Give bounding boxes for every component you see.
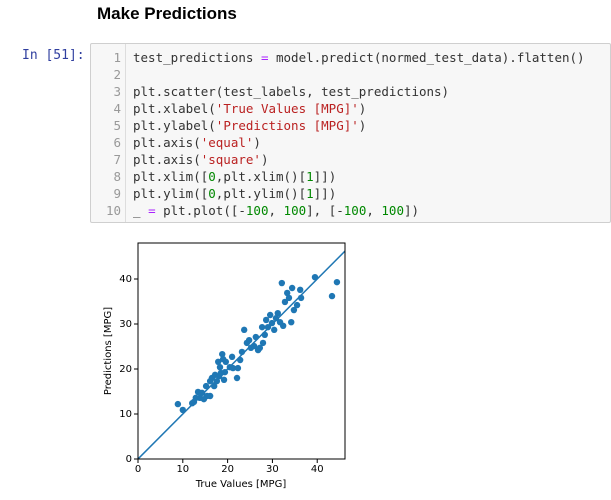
point [174,400,182,408]
line-number: 9 [113,186,121,201]
point [278,279,286,287]
code-line: test_predictions = model.predict(normed_… [133,50,585,65]
point [228,353,236,361]
x-axis-label: True Values [MPG] [195,479,287,490]
y-tick-label: 20 [119,364,132,375]
x-tick-label: 0 [135,464,141,475]
y-tick-label: 40 [119,274,132,285]
point [259,339,267,347]
point [206,392,214,400]
point [234,364,242,372]
point [290,306,298,314]
code-line: plt.ylim([0,plt.ylim()[1]]) [133,186,337,201]
point [288,319,295,326]
point [262,316,270,324]
point [284,289,291,297]
line-number: 6 [113,135,121,150]
code-line: plt.ylabel('Predictions [MPG]') [133,118,367,133]
x-tick-label: 20 [221,464,234,475]
line [138,250,345,459]
line-number: 5 [113,118,121,133]
plot-area [138,250,345,459]
y-tick-label: 0 [126,454,132,465]
point [220,376,228,383]
point [293,301,301,309]
cell-prompt: In [51]: [22,48,85,63]
code-cell[interactable]: 1 2 3 4 5 6 7 8 9 10 test_predictions = model.pred… [90,43,611,223]
point [233,374,241,382]
point [256,344,264,352]
point [216,364,224,371]
point [296,286,304,293]
code-line: _ = plt.plot([-100, 100], [-100, 100]) [133,203,420,218]
line-number: 8 [113,169,121,184]
code-line: plt.xlabel('True Values [MPG]') [133,101,367,116]
heading: Make Predictions [97,4,237,23]
point [266,311,274,319]
point [222,358,230,365]
point [198,389,206,397]
point [258,323,266,331]
gutter: 1 2 3 4 5 6 7 8 9 10 [91,44,126,222]
point [240,326,248,334]
line-number: 2 [113,67,121,82]
point [268,319,276,327]
point [285,294,293,302]
code-line: plt.xlim([0,plt.xlim()[1]]) [133,169,337,184]
x-tick-label: 10 [176,464,189,475]
x-tick-label: 40 [311,464,324,475]
line-number: 3 [113,84,121,99]
code-line: plt.axis('square') [133,152,269,167]
line-number: 1 [113,50,121,65]
point [215,358,222,365]
point [213,377,221,385]
point [328,292,336,300]
y-axis-label: Predictions [MPG] [103,307,114,395]
point [264,323,272,331]
line-number: 7 [113,152,121,167]
point [202,382,210,390]
line-number: 10 [105,203,121,218]
code-line: plt.scatter(test_labels, test_prediction… [133,84,450,99]
point [274,310,281,317]
code-line: plt.axis('equal') [133,135,261,150]
y-tick-label: 10 [119,409,132,420]
x-tick-label: 30 [266,464,279,475]
point [245,337,253,344]
line-number: 4 [113,101,121,116]
point [281,298,289,306]
point [288,284,296,292]
point [279,322,287,329]
point [333,278,341,286]
point [229,364,237,372]
axes-frame [137,242,346,460]
point [271,326,278,334]
y-tick-label: 30 [119,319,132,330]
point [219,350,226,358]
